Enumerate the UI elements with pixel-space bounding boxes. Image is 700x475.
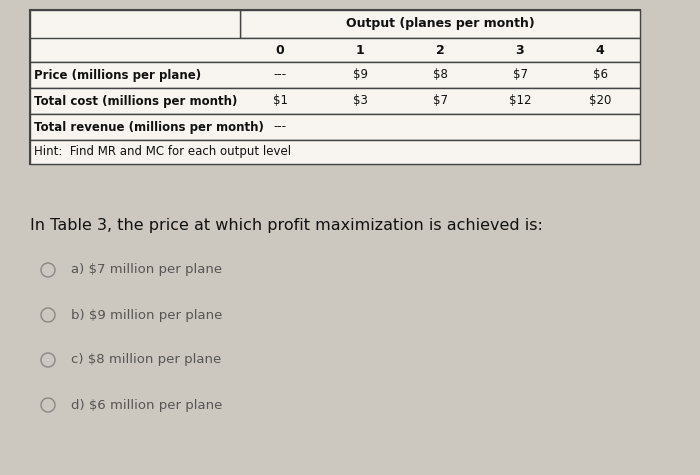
Text: In Table 3, the price at which profit maximization is achieved is:: In Table 3, the price at which profit ma… (30, 218, 543, 233)
Text: d) $6 million per plane: d) $6 million per plane (71, 399, 223, 411)
Text: $7: $7 (512, 68, 528, 82)
Text: $3: $3 (353, 95, 368, 107)
Bar (30, 10, 240, 62)
Bar (30, 140, 640, 164)
Bar (30, 10, 640, 164)
Text: $20: $20 (589, 95, 611, 107)
Text: Total cost (millions per month): Total cost (millions per month) (34, 95, 237, 107)
Text: 0: 0 (276, 44, 284, 57)
Bar (30, 114, 640, 140)
Text: Total revenue (millions per month): Total revenue (millions per month) (34, 121, 264, 133)
Bar (30, 38, 640, 62)
Text: ---: --- (274, 121, 286, 133)
Text: $9: $9 (353, 68, 368, 82)
Text: $6: $6 (592, 68, 608, 82)
Text: 2: 2 (435, 44, 444, 57)
Bar (30, 62, 640, 88)
Text: Output (planes per month): Output (planes per month) (346, 18, 534, 30)
Text: 1: 1 (356, 44, 365, 57)
Text: b) $9 million per plane: b) $9 million per plane (71, 308, 223, 322)
Text: ---: --- (274, 68, 286, 82)
Text: Price (millions per plane): Price (millions per plane) (34, 68, 201, 82)
Text: $1: $1 (272, 95, 288, 107)
Text: 3: 3 (516, 44, 524, 57)
Bar (240, 10, 640, 38)
Text: Hint:  Find MR and MC for each output level: Hint: Find MR and MC for each output lev… (34, 145, 291, 159)
Text: $12: $12 (509, 95, 531, 107)
Text: a) $7 million per plane: a) $7 million per plane (71, 264, 222, 276)
Text: 4: 4 (596, 44, 604, 57)
Text: $7: $7 (433, 95, 447, 107)
Text: c) $8 million per plane: c) $8 million per plane (71, 353, 221, 367)
Text: $8: $8 (433, 68, 447, 82)
Bar (30, 88, 640, 114)
